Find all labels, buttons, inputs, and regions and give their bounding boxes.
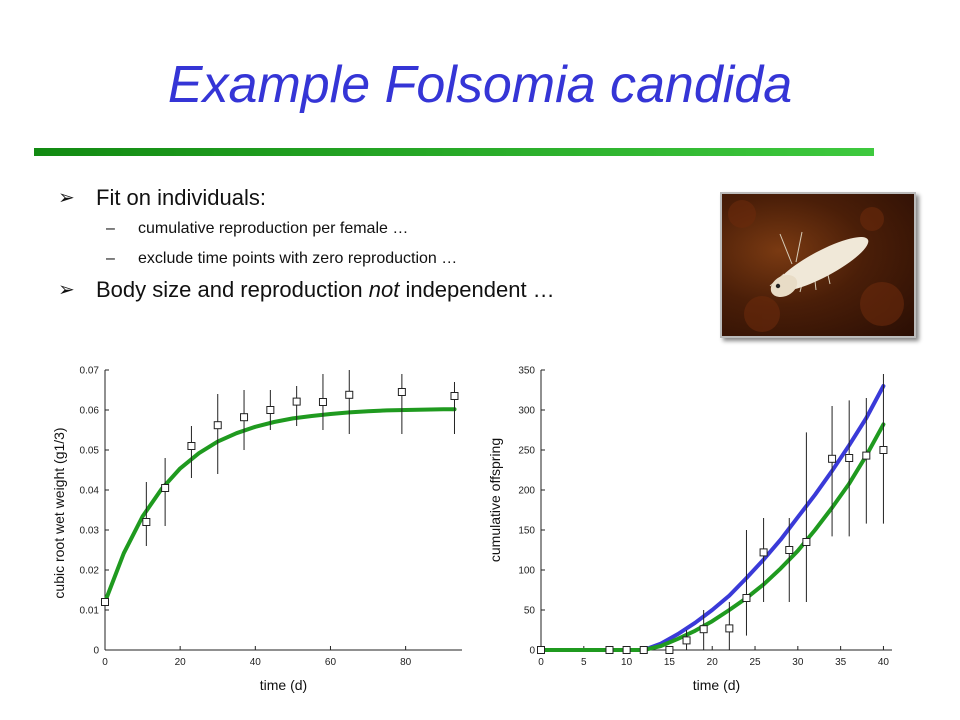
y-tick-label: 0.05 xyxy=(80,446,100,457)
y-tick-label: 0.06 xyxy=(80,406,100,417)
data-point xyxy=(665,646,674,654)
data-point xyxy=(845,454,854,462)
y-tick-label: 300 xyxy=(518,406,535,417)
y-tick-label: 0.04 xyxy=(80,486,100,497)
data-point xyxy=(639,646,648,654)
sub-bullet-text: cumulative reproduction per female … xyxy=(138,220,409,237)
y-tick-label: 150 xyxy=(518,526,535,537)
bullet-item: ➢ Body size and reproduction not indepen… xyxy=(58,274,708,306)
sub-bullet-item: – exclude time points with zero reproduc… xyxy=(58,244,708,274)
bullet-text-post: independent … xyxy=(399,277,555,302)
y-tick-label: 250 xyxy=(518,446,535,457)
data-point xyxy=(450,392,459,400)
data-point xyxy=(828,454,837,463)
data-point xyxy=(537,646,545,654)
y-tick-label: 0 xyxy=(529,646,535,657)
y-tick-label: 0.01 xyxy=(80,606,100,617)
data-point xyxy=(345,390,354,399)
x-tick-label: 15 xyxy=(664,657,676,668)
springtail-illustration xyxy=(728,200,904,332)
fit-line xyxy=(539,422,886,652)
arrow-bullet-icon: ➢ xyxy=(58,187,75,209)
x-tick-label: 20 xyxy=(175,657,187,668)
data-point xyxy=(759,548,768,557)
x-tick-label: 25 xyxy=(749,657,761,668)
arrow-bullet-icon: ➢ xyxy=(58,279,75,301)
x-tick-label: 40 xyxy=(878,657,890,668)
y-axis-title: cumulative offspring xyxy=(487,438,503,562)
x-axis-title: time (d) xyxy=(260,677,307,693)
title-underline xyxy=(34,148,874,156)
dash-bullet-icon: – xyxy=(106,220,115,237)
y-tick-label: 0 xyxy=(93,646,99,657)
x-tick-label: 35 xyxy=(835,657,847,668)
bullet-text: Fit on individuals: xyxy=(96,185,266,210)
data-point xyxy=(318,398,327,406)
y-axis-title: cubic root wet weight (g1/3) xyxy=(51,427,67,598)
data-point xyxy=(605,646,614,654)
slide-title: Example Folsomia candida xyxy=(167,56,793,114)
data-point xyxy=(187,442,196,450)
data-point xyxy=(682,636,691,645)
x-tick-label: 80 xyxy=(400,657,412,668)
data-point xyxy=(785,546,794,554)
data-point xyxy=(266,406,275,414)
x-tick-label: 5 xyxy=(581,657,587,668)
bullet-item: ➢ Fit on individuals: xyxy=(58,182,708,214)
data-point xyxy=(879,446,888,454)
x-tick-label: 40 xyxy=(250,657,262,668)
sub-bullet-text: exclude time points with zero reproducti… xyxy=(138,250,458,267)
x-tick-label: 0 xyxy=(538,657,544,668)
bullet-text-pre: Body size and reproduction xyxy=(96,277,369,302)
bullet-text-emphasis: not xyxy=(368,277,400,302)
bullet-list: ➢ Fit on individuals: – cumulative repro… xyxy=(58,182,708,306)
data-point xyxy=(161,484,170,492)
y-tick-label: 0.07 xyxy=(80,366,100,377)
data-point xyxy=(622,646,631,654)
data-point xyxy=(397,388,406,396)
fit-line xyxy=(539,384,886,652)
x-tick-label: 0 xyxy=(102,657,108,668)
data-point xyxy=(699,625,708,634)
y-tick-label: 0.02 xyxy=(80,566,100,577)
y-tick-label: 0.03 xyxy=(80,526,100,537)
sub-bullet-item: – cumulative reproduction per female … xyxy=(58,214,708,244)
data-point xyxy=(802,538,811,546)
data-point xyxy=(101,598,109,606)
x-tick-label: 20 xyxy=(707,657,719,668)
dash-bullet-icon: – xyxy=(106,250,115,267)
y-tick-label: 200 xyxy=(518,486,535,497)
offspring-chart: 0 50 100 150 200 250 300 350 0 5 10 15 20 25 30 35 40 tim… xyxy=(487,366,892,693)
weight-chart: 0 0.01 0.02 0.03 0.04 0.05 0.06 0.07 0 20 40 60 80 ti… xyxy=(51,366,462,693)
data-point xyxy=(742,594,751,602)
data-point xyxy=(862,451,871,460)
x-tick-label: 30 xyxy=(792,657,804,668)
y-tick-label: 350 xyxy=(518,366,535,377)
fit-line xyxy=(103,407,457,604)
data-point xyxy=(725,624,734,633)
x-tick-label: 10 xyxy=(621,657,633,668)
data-point xyxy=(213,421,222,430)
x-axis-title: time (d) xyxy=(693,677,740,693)
springtail-photo xyxy=(720,192,916,338)
data-point xyxy=(240,413,249,422)
data-point xyxy=(292,397,301,406)
y-tick-label: 50 xyxy=(524,606,536,617)
x-tick-label: 60 xyxy=(325,657,337,668)
y-tick-label: 100 xyxy=(518,566,535,577)
data-point xyxy=(142,518,151,526)
